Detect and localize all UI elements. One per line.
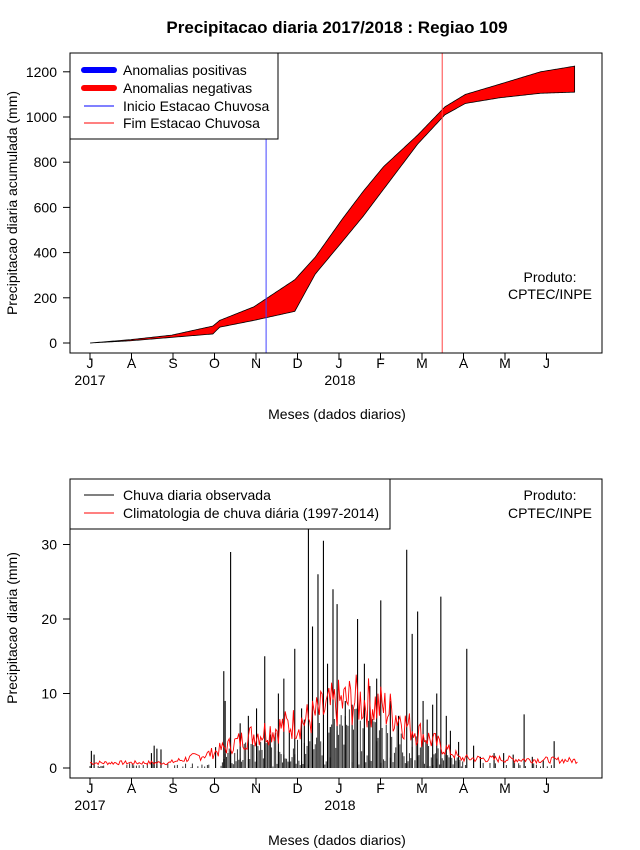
bottom-x-tick-label-5: D [292,780,302,796]
top-y-tick-label-600: 600 [34,199,58,215]
bottom-x-tick-label-10: M [499,780,511,796]
bottom-y-axis-label: Precipitacao diaria (mm) [4,552,20,704]
legend-label-end: Fim Estacao Chuvosa [123,115,260,131]
top-x-tick-label-10: M [499,355,511,371]
climatology-line [89,674,578,766]
bottom-x-tick-label-6: J [336,780,343,796]
legend-label-onset: Inicio Estacao Chuvosa [123,98,270,114]
bottom-x-tick-label-4: N [251,780,261,796]
top-legend: Anomalias positivas Anomalias negativas … [69,52,279,140]
legend-label-positive: Anomalias positivas [123,62,247,78]
top-x-tick-label-7: F [376,355,385,371]
bottom-x-axis-label: Meses (dados diarios) [268,832,406,848]
bottom-x-tick-label-11: J [543,780,550,796]
top-y-axis: 0 200 400 600 800 1000 1200 [26,64,71,351]
top-x-tick-label-5: D [292,355,302,371]
top-x-tick-label-9: A [459,355,469,371]
top-x-tick-label-11: J [543,355,550,371]
top-y-axis-label: Precipitacao diaria acumulada (mm) [4,91,20,315]
bottom-credit-label: Produto: [524,487,577,503]
bottom-y-tick-label-20: 20 [41,611,57,627]
bottom-x-tick-label-8: M [416,780,428,796]
bottom-panel: 0 10 20 30 J A S O N D J F M A M J 2017 2018 Meses (da… [4,478,603,848]
top-credit-label: Produto: [524,269,577,285]
top-y-tick-label-1000: 1000 [26,109,57,125]
bottom-year-2018: 2018 [324,797,355,813]
bottom-plot-marks [89,522,578,768]
top-x-axis-label: Meses (dados diarios) [268,406,406,422]
bottom-legend-box [69,478,391,530]
top-x-tick-label-8: M [416,355,428,371]
top-x-tick-label-1: A [127,355,137,371]
top-x-tick-label-3: O [209,355,220,371]
top-y-tick-label-0: 0 [49,335,57,351]
bottom-legend: Chuva diaria observada Climatologia de c… [69,478,391,530]
bottom-y-tick-label-0: 0 [49,760,57,776]
bottom-x-tick-label-7: F [376,780,385,796]
bottom-y-tick-label-10: 10 [41,686,57,702]
bottom-x-tick-label-1: A [127,780,137,796]
top-y-tick-label-800: 800 [34,154,58,170]
top-year-2017: 2017 [74,372,105,388]
legend-label-climatology: Climatologia de chuva diária (1997-2014) [123,505,379,521]
bottom-x-tick-label-2: S [168,780,177,796]
top-year-2018: 2018 [324,372,355,388]
bottom-y-axis: 0 10 20 30 [41,537,71,776]
top-x-tick-label-4: N [251,355,261,371]
bottom-x-tick-label-0: J [87,780,94,796]
top-y-tick-label-200: 200 [34,290,58,306]
top-y-tick-label-1200: 1200 [26,64,57,80]
top-y-tick-label-400: 400 [34,245,58,261]
negative-anomaly-area [89,65,576,344]
chart-title: Precipitacao diaria 2017/2018 : Regiao 1… [166,18,507,37]
bottom-x-tick-label-9: A [459,780,469,796]
legend-label-observed: Chuva diaria observada [123,487,271,503]
bottom-credit-org: CPTEC/INPE [508,505,592,521]
top-x-tick-label-0: J [87,355,94,371]
legend-label-negative: Anomalias negativas [123,80,252,96]
top-credit-org: CPTEC/INPE [508,286,592,302]
bottom-year-2017: 2017 [74,797,105,813]
bottom-y-tick-label-30: 30 [41,537,57,553]
bottom-x-tick-label-3: O [209,780,220,796]
top-x-tick-label-6: J [336,355,343,371]
top-x-tick-label-2: S [168,355,177,371]
